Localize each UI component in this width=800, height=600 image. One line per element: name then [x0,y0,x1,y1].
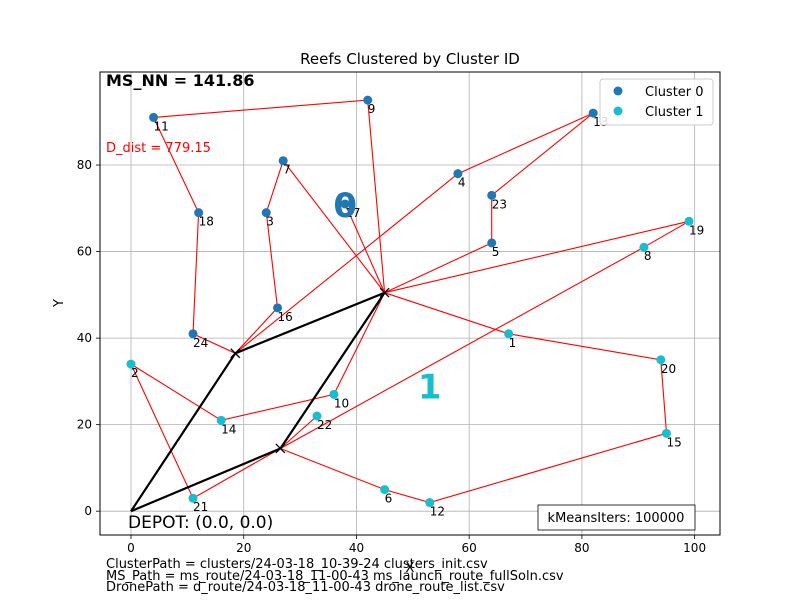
reef-point-22 [312,411,322,421]
y-tick-label-40: 40 [77,331,92,345]
reef-point-10 [329,389,339,399]
x-tick-label-0: 0 [127,541,135,555]
reef-point-14 [216,415,226,425]
launch-marker-1 [230,348,241,359]
footer-drone-path: DronePath = d_route/24-03-18_11-00-43 dr… [106,580,505,595]
reef-point-7 [278,156,288,166]
footer-cluster-path: ClusterPath = clusters/24-03-18_10-39-24… [106,557,488,572]
y-axis-ticks: 0 20 40 60 80 [77,158,100,518]
reef-point-21 [188,493,198,503]
y-axis-label: Y [52,299,67,308]
x-axis-ticks: 0 20 40 60 80 100 [127,535,706,555]
reef-point-5 [487,238,497,248]
reef-point-6 [380,485,390,495]
reef-label-21: 21 [193,500,208,514]
reef-label-2: 2 [131,366,139,380]
legend: Cluster 0 Cluster 1 [599,78,714,126]
launch-marker-stroke-b-1 [230,348,241,359]
reef-point-13 [588,108,598,118]
footer-ms-path: MS_Path = ms_route/24-03-18_11-00-43 ms_… [106,569,564,584]
reef-label-12: 12 [430,505,445,519]
drone-route-3 [344,203,386,293]
reef-label-19: 19 [689,223,704,237]
reef-label-23: 23 [492,197,507,211]
reef-point-23 [487,190,497,200]
launch-marker-stroke-b-3 [275,443,286,454]
x-tick-label-80: 80 [574,541,589,555]
plot-frame [99,71,721,536]
reef-label-15: 15 [666,435,681,449]
reef-label-24: 24 [193,336,208,350]
reef-point-9 [363,95,373,105]
x-tick-label-20: 20 [236,541,251,555]
reef-label-17: 17 [345,206,360,220]
plot-area: 123456789101112131415161718192021222324 … [99,71,721,536]
legend-marker-cluster-0 [613,86,623,96]
reef-label-5: 5 [492,245,500,259]
reef-label-4: 4 [458,176,466,190]
launch-marker-3 [275,443,286,454]
reef-label-8: 8 [644,249,652,263]
chart-title: Reefs Clustered by Cluster ID [300,50,520,68]
reef-label-3: 3 [266,215,274,229]
legend-label-cluster-0: Cluster 0 [645,85,704,100]
launch-marker-stroke-b-2 [379,287,390,298]
kmeans-annotation: kMeansIters: 100000 [548,511,685,526]
reef-point-8 [639,242,649,252]
reef-point-11 [149,112,159,122]
cluster-center-labels: 01 [333,186,441,408]
launch-markers [230,287,390,454]
launch-marker-2 [379,287,390,298]
reef-label-6: 6 [385,492,393,506]
cluster-center-label-0: 0 [333,186,357,226]
d-dist-annotation: D_dist = 779.15 [106,141,211,156]
depot-annotation: DEPOT: (0.0, 0.0) [128,513,273,533]
reef-point-12 [425,498,435,508]
reef-label-16: 16 [278,310,293,324]
reef-label-9: 9 [368,102,376,116]
reef-point-2 [126,359,136,369]
cluster-center-label-1: 1 [418,368,442,408]
reef-point-24 [188,329,198,339]
reef-point-1 [504,329,514,339]
reef-label-18: 18 [199,215,214,229]
reef-point-16 [273,303,283,313]
reef-label-11: 11 [154,119,169,133]
x-tick-label-60: 60 [462,541,477,555]
reef-label-7: 7 [283,163,291,177]
reef-label-1: 1 [509,336,517,350]
reef-point-20 [656,355,666,365]
y-tick-label-20: 20 [77,418,92,432]
drone-route-0 [153,99,386,354]
reef-label-22: 22 [317,418,332,432]
y-tick-label-80: 80 [77,158,92,172]
drone-route-5 [130,292,386,421]
reef-point-15 [661,428,671,438]
legend-label-cluster-1: Cluster 1 [645,105,704,120]
legend-marker-cluster-1 [613,106,623,116]
x-axis-label: X [406,561,415,576]
reef-point-4 [453,169,463,179]
kmeans-box: kMeansIters: 100000 [537,504,696,531]
reef-point-19 [684,216,694,226]
point-labels: 123456789101112131415161718192021222324 [131,102,704,518]
reef-label-20: 20 [661,362,676,376]
y-tick-label-0: 0 [84,504,92,518]
drone-route-7 [280,415,318,449]
x-tick-label-100: 100 [683,541,706,555]
reef-point-17 [340,199,350,209]
reef-label-14: 14 [221,422,236,436]
x-tick-label-40: 40 [349,541,364,555]
reef-points [126,95,694,508]
reef-point-3 [261,208,271,218]
ms-nn-annotation: MS_NN = 141.86 [106,71,255,90]
reef-point-18 [194,208,204,218]
y-tick-label-60: 60 [77,245,92,259]
reef-label-10: 10 [334,396,349,410]
